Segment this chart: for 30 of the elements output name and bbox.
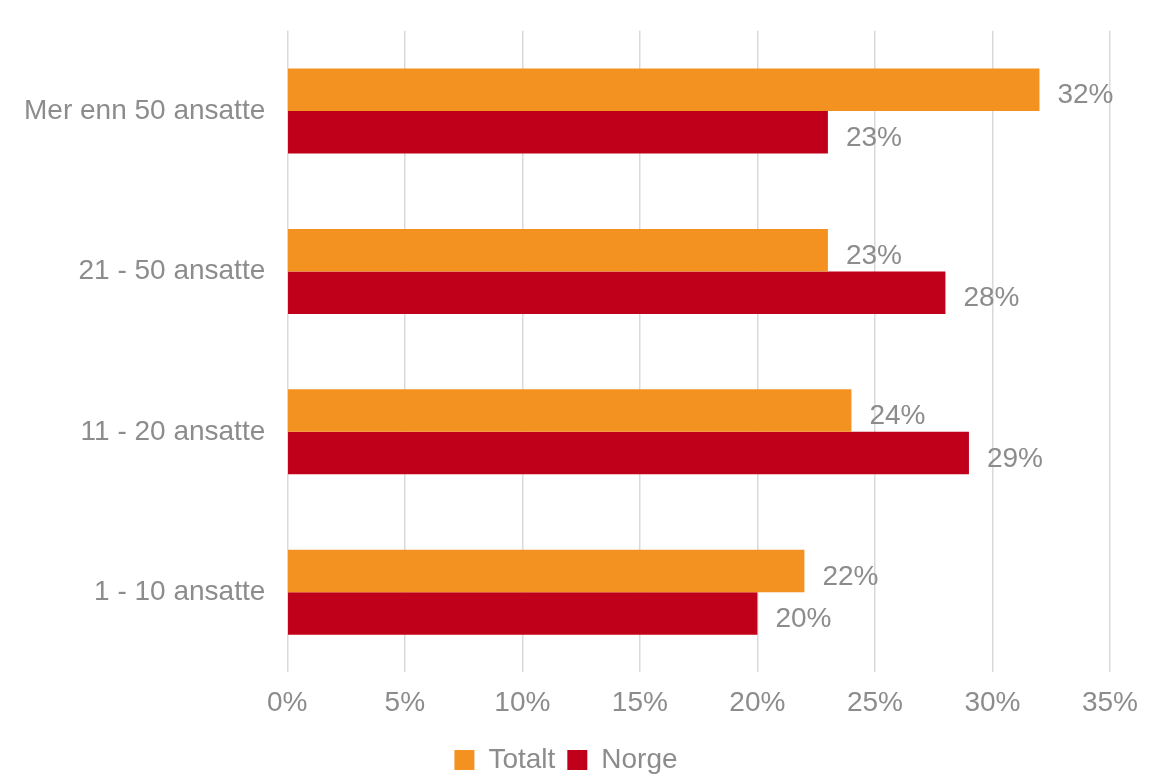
bar	[288, 68, 1040, 111]
data-label: 24%	[869, 399, 926, 431]
bar	[288, 592, 758, 635]
bar	[288, 431, 969, 475]
x-tick-label: 5%	[384, 685, 426, 717]
legend-label: Totalt	[488, 742, 556, 774]
bar	[288, 389, 852, 432]
data-label: 23%	[845, 120, 902, 152]
bar	[288, 549, 805, 593]
y-tick-label: 11 - 20 ansatte	[80, 414, 266, 446]
x-tick-label: 30%	[964, 685, 1021, 717]
data-label: 29%	[986, 441, 1043, 473]
y-tick-label: Mer enn 50 ansatte	[23, 93, 266, 125]
x-tick-label: 20%	[729, 685, 786, 717]
bar	[288, 228, 828, 272]
x-tick-label: 0%	[267, 685, 308, 717]
x-tick-label: 15%	[611, 685, 668, 717]
data-label: 32%	[1057, 78, 1114, 110]
x-tick-label: 25%	[846, 685, 903, 717]
y-tick-label: 21 - 50 ansatte	[78, 254, 266, 286]
data-label: 22%	[822, 559, 879, 591]
data-label: 23%	[845, 238, 902, 270]
legend-label: Norge	[601, 742, 678, 774]
x-tick-label: 10%	[494, 685, 551, 717]
bar	[288, 271, 946, 314]
data-label: 20%	[775, 602, 832, 634]
data-label: 28%	[963, 281, 1020, 313]
x-tick-label: 35%	[1081, 685, 1138, 717]
y-tick-label: 1 - 10 ansatte	[94, 574, 266, 606]
bar	[288, 111, 828, 154]
